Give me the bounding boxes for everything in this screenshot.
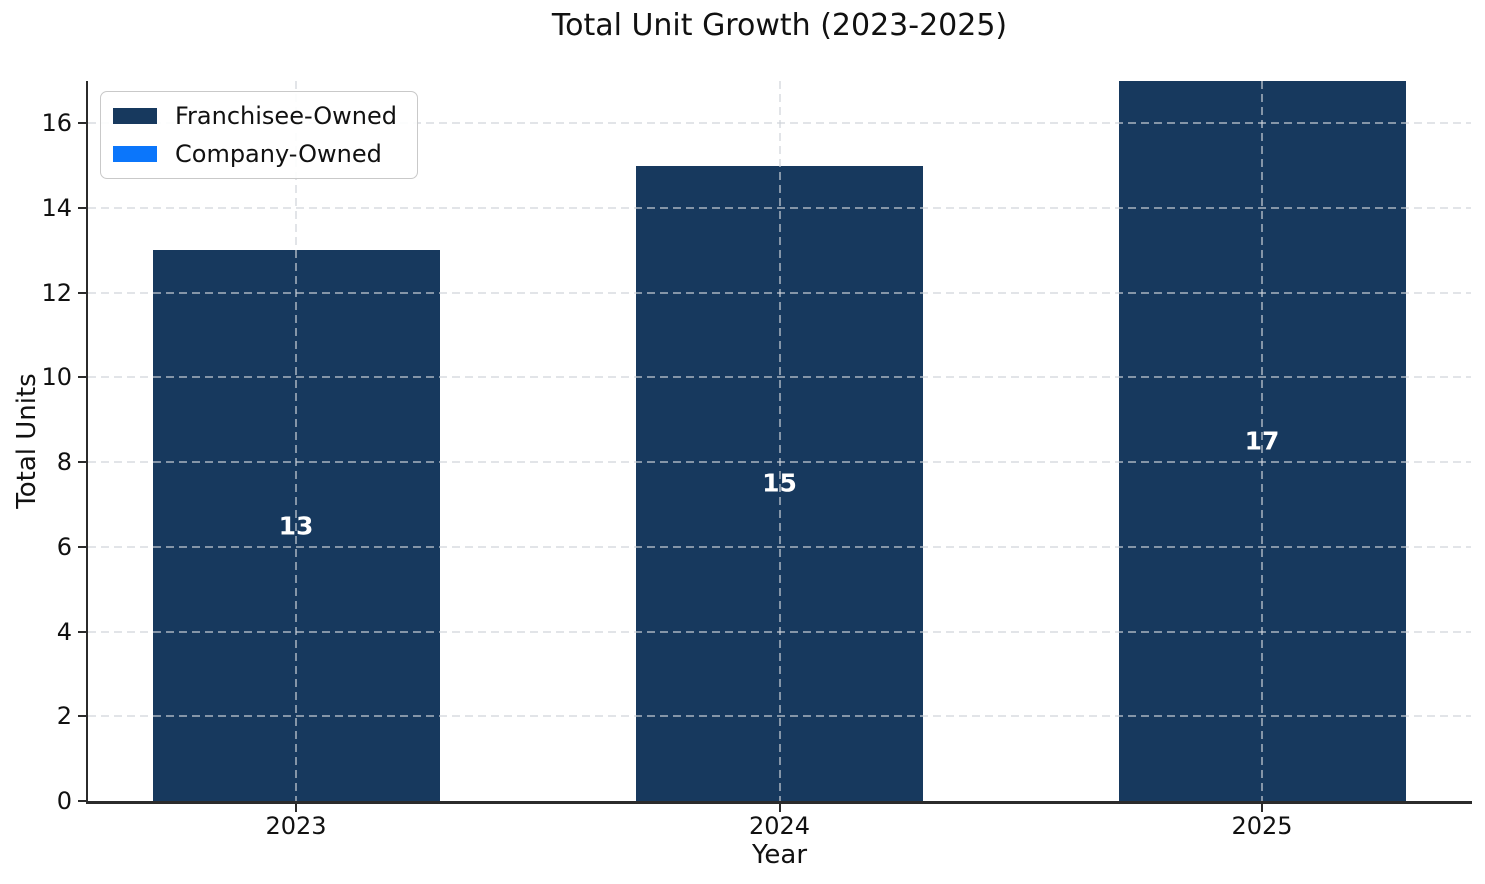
x-tick-label: 2024 (748, 812, 811, 840)
x-tick-mark (778, 804, 781, 812)
chart-title: Total Unit Growth (2023-2025) (551, 8, 1008, 43)
x-tick-mark (295, 804, 297, 812)
y-tick-label: 6 (56, 532, 72, 561)
y-tick-mark (78, 630, 86, 633)
plot-area: 13 15 17 (88, 81, 1471, 801)
x-tick-mark (1261, 804, 1263, 812)
y-tick-mark (78, 207, 86, 210)
gridline-vertical (778, 81, 781, 801)
legend-label-company-owned: Company-Owned (175, 140, 382, 168)
legend-swatch-company-owned (113, 146, 157, 162)
legend-item-company-owned: Company-Owned (113, 139, 397, 169)
y-tick-mark (78, 376, 86, 379)
y-tick-mark (78, 715, 86, 718)
y-axis-spine (86, 81, 88, 804)
x-axis-spine (86, 801, 1472, 804)
bar-value-label-2025: 17 (1244, 426, 1280, 456)
x-tick-label: 2023 (265, 812, 327, 840)
bar-value-label-2023: 13 (278, 511, 314, 541)
bar-value-label-2024: 15 (762, 468, 797, 498)
y-tick-label: 12 (41, 278, 72, 307)
legend-swatch-franchisee-owned (113, 108, 157, 124)
x-tick-label: 2025 (1231, 812, 1293, 840)
y-tick-label: 16 (41, 109, 72, 138)
y-tick-mark (78, 461, 86, 464)
y-tick-mark (78, 545, 86, 548)
y-tick-label: 4 (56, 617, 72, 646)
y-tick-mark (78, 800, 86, 802)
y-tick-label: 2 (56, 702, 72, 731)
y-tick-mark (78, 122, 86, 125)
gridline-vertical (295, 81, 297, 801)
y-tick-label: 0 (56, 787, 72, 815)
x-axis-label: Year (751, 840, 808, 870)
y-tick-label: 8 (56, 448, 72, 477)
legend-item-franchisee-owned: Franchisee-Owned (113, 101, 397, 131)
gridline-vertical (1261, 81, 1263, 801)
y-tick-mark (78, 291, 86, 294)
y-tick-label: 10 (41, 363, 72, 392)
y-tick-label: 14 (41, 194, 72, 223)
legend-label-franchisee-owned: Franchisee-Owned (175, 102, 398, 130)
legend: Franchisee-Owned Company-Owned (100, 91, 419, 179)
y-axis-label: Total Units (12, 373, 42, 509)
